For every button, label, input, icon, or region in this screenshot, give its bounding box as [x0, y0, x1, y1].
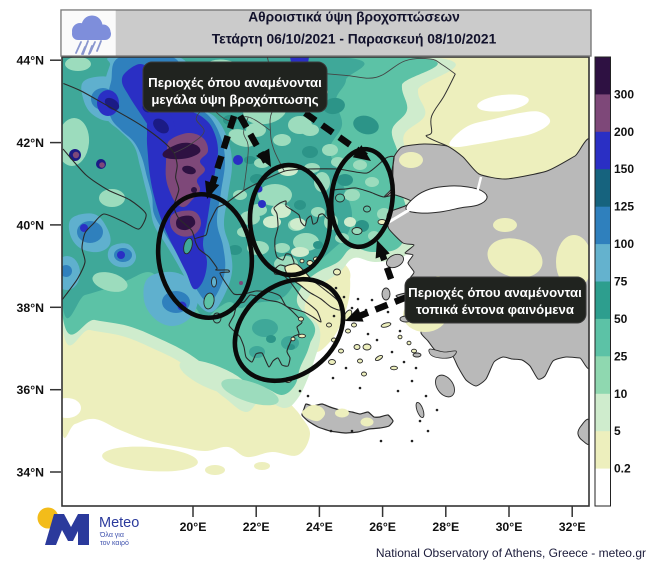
svg-text:Περιοχές όπου αναμένονται: Περιοχές όπου αναμένονται: [408, 285, 582, 300]
svg-text:22°E: 22°E: [243, 520, 270, 534]
svg-text:Meteo: Meteo: [99, 515, 139, 531]
svg-text:26°E: 26°E: [369, 520, 396, 534]
svg-text:National Observatory of Athens: National Observatory of Athens, Greece -…: [376, 546, 646, 560]
svg-text:125: 125: [614, 200, 634, 214]
svg-text:Όλα για: Όλα για: [99, 532, 124, 539]
svg-text:25: 25: [614, 349, 628, 363]
svg-text:200: 200: [614, 125, 634, 139]
svg-text:0.2: 0.2: [614, 462, 631, 476]
svg-text:24°E: 24°E: [306, 520, 333, 534]
svg-text:75: 75: [614, 275, 628, 289]
svg-text:36°N: 36°N: [17, 383, 45, 397]
svg-text:40°N: 40°N: [17, 218, 45, 232]
svg-text:30°E: 30°E: [496, 520, 523, 534]
svg-text:44°N: 44°N: [17, 54, 45, 68]
svg-text:τον καιρό: τον καιρό: [100, 539, 129, 547]
svg-text:300: 300: [614, 87, 634, 101]
svg-text:150: 150: [614, 162, 634, 176]
svg-text:5: 5: [614, 424, 621, 438]
svg-text:20°E: 20°E: [180, 520, 207, 534]
svg-text:34°N: 34°N: [17, 466, 45, 480]
svg-text:μεγάλα ύψη βροχόπτωσης: μεγάλα ύψη βροχόπτωσης: [151, 92, 318, 107]
svg-text:Περιοχές όπου αναμένονται: Περιοχές όπου αναμένονται: [148, 75, 322, 90]
svg-text:Αθροιστικά ύψη βροχοπτώσεων: Αθροιστικά ύψη βροχοπτώσεων: [248, 10, 460, 25]
svg-text:50: 50: [614, 312, 628, 326]
svg-text:100: 100: [614, 237, 634, 251]
svg-text:28°E: 28°E: [432, 520, 459, 534]
svg-text:τοπικά έντονα φαινόμενα: τοπικά έντονα φαινόμενα: [416, 302, 574, 317]
svg-text:38°N: 38°N: [17, 301, 45, 315]
svg-text:42°N: 42°N: [17, 136, 45, 150]
svg-text:10: 10: [614, 387, 628, 401]
svg-text:Τετάρτη 06/10/2021 - Παρασκευή: Τετάρτη 06/10/2021 - Παρασκευή 08/10/202…: [212, 32, 497, 47]
svg-text:32°E: 32°E: [559, 520, 586, 534]
